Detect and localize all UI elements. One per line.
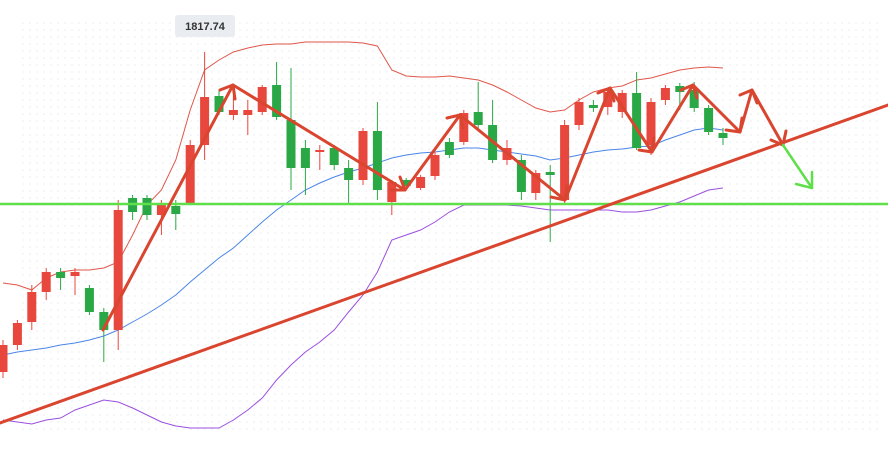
forecast-arrow (781, 143, 814, 190)
map-texture (20, 20, 880, 430)
candle-body (0, 345, 8, 372)
candle-body (272, 85, 282, 117)
candle-body (156, 205, 166, 215)
arrow-head (218, 83, 237, 101)
candle-body (430, 155, 440, 176)
band-line (2, 187, 724, 429)
candle-body (574, 102, 584, 125)
candle-body (603, 92, 613, 107)
candle-body (473, 112, 483, 125)
candle-body (329, 148, 339, 165)
candle-body (387, 182, 397, 202)
candle-body (113, 210, 123, 330)
arrow-head (445, 113, 465, 130)
candle-body (704, 108, 714, 132)
candle-body (444, 142, 454, 155)
candle-body (588, 105, 598, 108)
arrow-head (679, 83, 699, 100)
candle-body (56, 272, 66, 278)
candle-body (560, 125, 570, 200)
candle-body (12, 323, 22, 345)
candle-body (228, 110, 238, 115)
high-price-label: 1817.74 (185, 21, 226, 33)
candle-body (660, 88, 670, 100)
candle-body (545, 172, 555, 175)
arrow-head (738, 88, 759, 105)
candle-body (632, 93, 642, 148)
candle-body (358, 131, 368, 180)
candle-body (531, 173, 541, 193)
trend-line (0, 103, 888, 425)
tag-box (175, 15, 235, 37)
candle-body (344, 168, 354, 180)
candle-body (99, 312, 109, 330)
arrow-head (596, 86, 616, 103)
price-tag: 1817.74 (175, 15, 235, 37)
candle-body (171, 206, 181, 214)
arrow-head (549, 184, 569, 202)
drawings (0, 83, 888, 425)
candle-body (214, 96, 224, 112)
candle-body (718, 133, 728, 138)
arrow-head (794, 170, 814, 190)
candle-body (516, 160, 526, 192)
candle-body (617, 93, 627, 112)
candle-body (286, 120, 296, 168)
candle-body (646, 102, 656, 145)
candle-body (200, 97, 210, 145)
candle-body (41, 272, 51, 292)
candle-body (243, 110, 253, 115)
candle-body (300, 148, 310, 168)
candle-body (27, 292, 37, 322)
candle-body (372, 131, 382, 190)
arrow-head (724, 116, 744, 134)
arrow-head (389, 175, 407, 192)
candle-body (185, 145, 195, 204)
candle-body (84, 288, 94, 312)
candle-body (689, 90, 699, 108)
candle-body (315, 150, 325, 152)
candle-body (257, 87, 267, 112)
candle-body (416, 177, 426, 188)
candle-body (70, 272, 80, 276)
candle-body (142, 198, 152, 215)
candle-body (675, 86, 685, 92)
arrow-head (637, 136, 656, 154)
candle-body (401, 180, 411, 186)
